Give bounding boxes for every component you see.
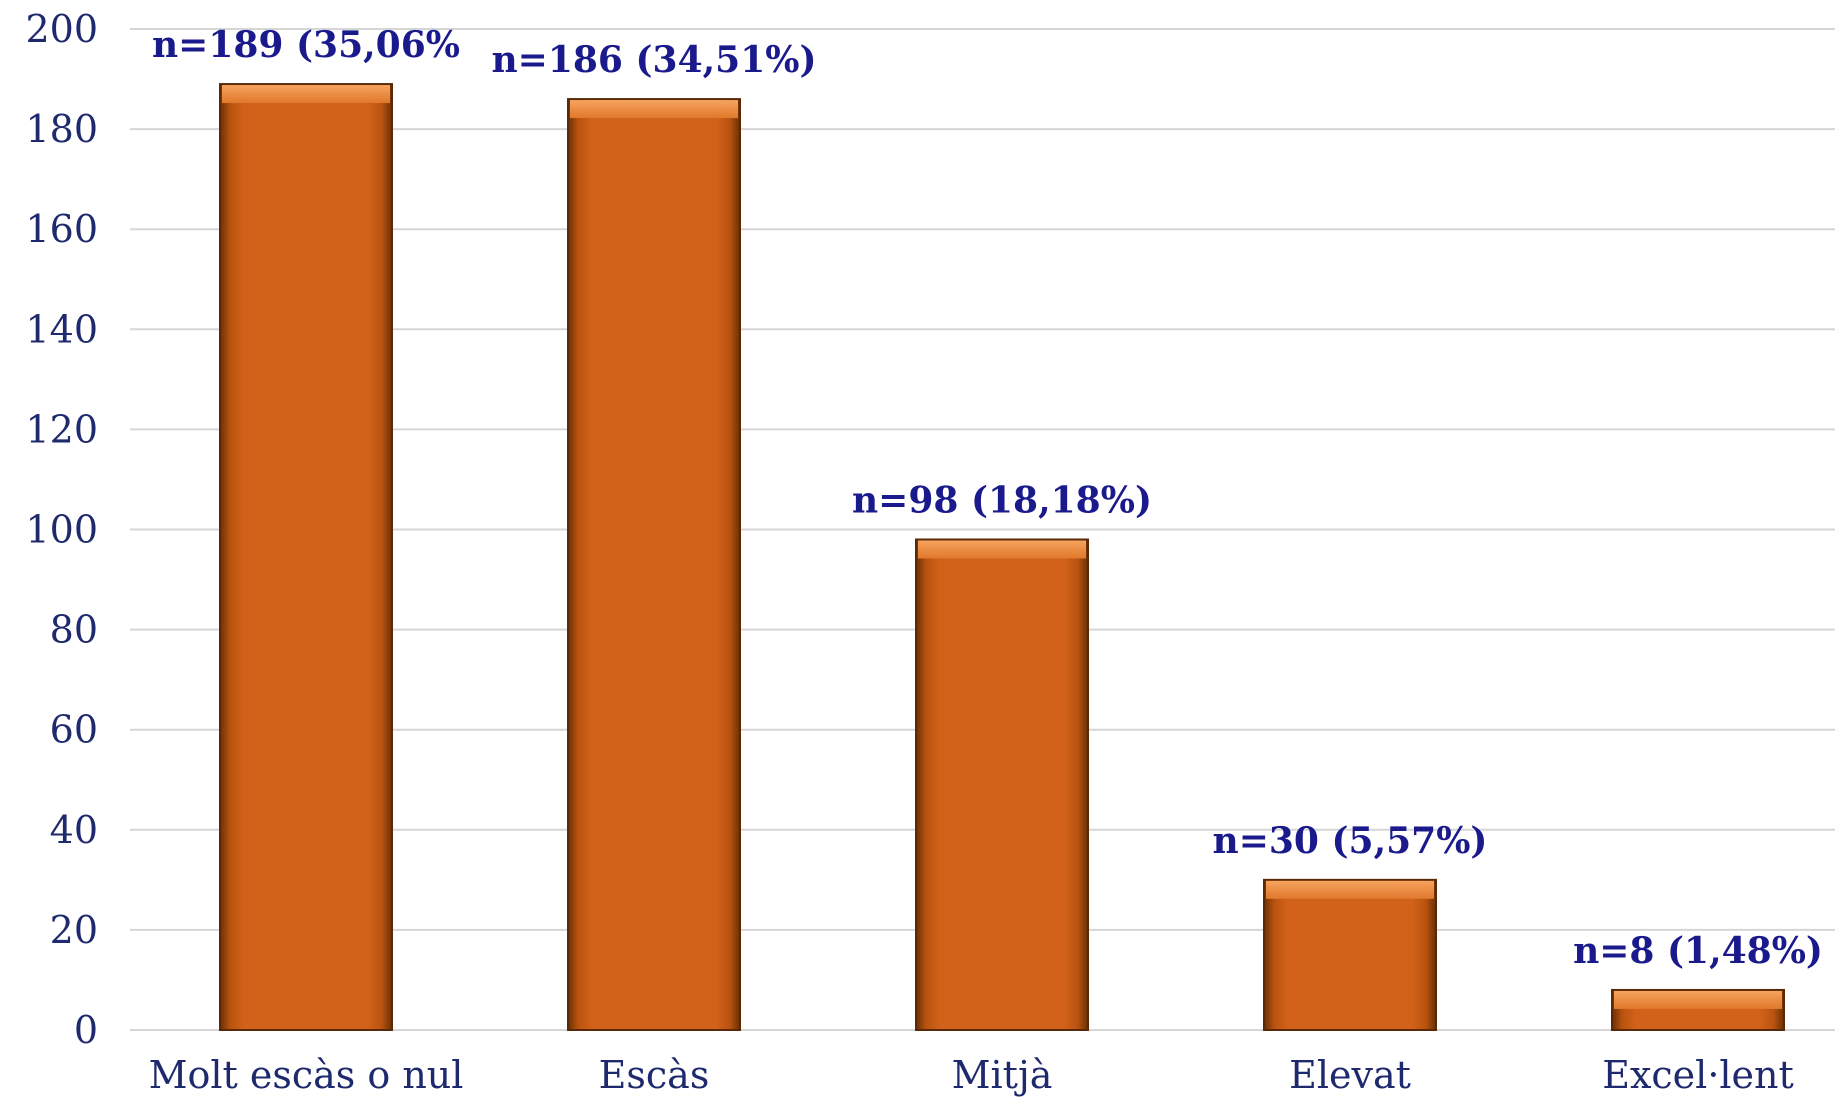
bar: [1263, 878, 1437, 1031]
bar: [219, 83, 393, 1032]
bar-top-bevel: [222, 85, 390, 104]
data-label: n=98 (18,18%): [852, 480, 1152, 522]
y-tick-label: 100: [25, 508, 98, 552]
bar-body: [219, 83, 393, 1032]
y-tick-label: 200: [25, 7, 98, 51]
x-category-label: Elevat: [1289, 1053, 1411, 1097]
data-label: n=186 (34,51%): [491, 39, 816, 81]
y-tick-label: 60: [50, 708, 98, 752]
y-tick-label: 140: [25, 307, 98, 351]
bar: [567, 98, 741, 1031]
data-label: n=8 (1,48%): [1573, 930, 1823, 972]
bar-body: [1263, 878, 1437, 1031]
bars: [219, 83, 1785, 1032]
bar-top-bevel: [1614, 990, 1782, 1009]
bar-top-bevel: [1266, 880, 1434, 899]
bar-body: [915, 538, 1089, 1031]
bar-top-bevel: [570, 100, 738, 119]
x-category-label: Mitjà: [952, 1053, 1053, 1097]
x-axis-categories: Molt escàs o nul Escàs Mitjà Elevat Excel·le…: [149, 1053, 1794, 1097]
y-axis-ticks: 0 20 40 60 80 100 120 140 160 180 200: [25, 7, 98, 1052]
y-tick-label: 180: [25, 107, 98, 151]
data-labels: n=189 (35,06% n=186 (34,51%) n=98 (18,18%)…: [152, 24, 1823, 972]
bar-top-bevel: [918, 540, 1086, 559]
y-tick-label: 40: [50, 808, 98, 852]
y-tick-label: 80: [50, 608, 98, 652]
bar-body: [567, 98, 741, 1031]
x-category-label: Molt escàs o nul: [149, 1053, 464, 1097]
y-tick-label: 20: [50, 908, 98, 952]
x-category-label: Excel·lent: [1602, 1053, 1794, 1097]
data-label: n=30 (5,57%): [1213, 820, 1488, 862]
y-tick-label: 0: [74, 1008, 98, 1052]
y-tick-label: 120: [25, 407, 98, 451]
bar: [1611, 988, 1785, 1032]
x-category-label: Escàs: [599, 1053, 710, 1097]
data-label: n=189 (35,06%: [152, 24, 460, 66]
bar: [915, 538, 1089, 1031]
y-tick-label: 160: [25, 207, 98, 251]
